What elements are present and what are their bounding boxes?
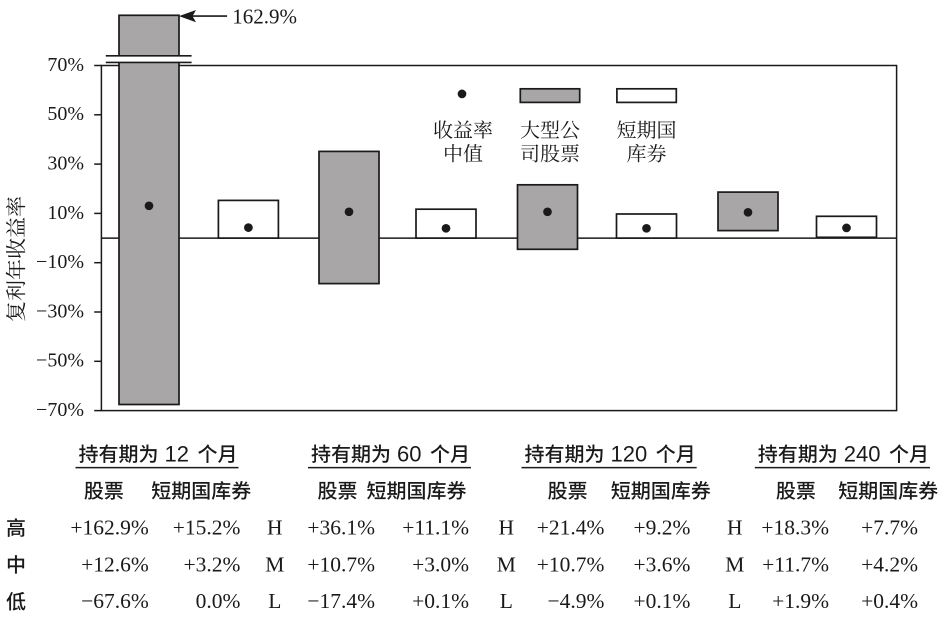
- svg-text:30%: 30%: [47, 153, 84, 175]
- svg-text:+1.9%: +1.9%: [772, 589, 829, 613]
- svg-text:240: 240: [844, 441, 881, 466]
- svg-text:+10.7%: +10.7%: [307, 552, 375, 576]
- svg-text:+162.9%: +162.9%: [70, 516, 149, 540]
- svg-text:162.9%: 162.9%: [232, 5, 297, 29]
- svg-text:+36.1%: +36.1%: [307, 516, 375, 540]
- svg-text:12: 12: [165, 441, 189, 466]
- svg-text:+3.0%: +3.0%: [412, 552, 469, 576]
- svg-text:+21.4%: +21.4%: [537, 516, 605, 540]
- svg-text:H: H: [267, 516, 283, 540]
- svg-text:L: L: [500, 589, 513, 613]
- svg-text:+4.2%: +4.2%: [861, 552, 918, 576]
- svg-text:+9.2%: +9.2%: [633, 516, 690, 540]
- svg-text:−30%: −30%: [36, 300, 84, 322]
- svg-text:+12.6%: +12.6%: [81, 552, 149, 576]
- svg-text:−50%: −50%: [36, 350, 84, 372]
- svg-text:+7.7%: +7.7%: [861, 516, 918, 540]
- svg-text:−4.9%: −4.9%: [547, 589, 604, 613]
- svg-text:0.0%: 0.0%: [196, 589, 241, 613]
- svg-text:M: M: [265, 552, 284, 576]
- svg-text:−17.4%: −17.4%: [307, 589, 375, 613]
- svg-text:H: H: [499, 516, 515, 540]
- svg-text:50%: 50%: [47, 103, 84, 125]
- svg-text:+10.7%: +10.7%: [537, 552, 605, 576]
- svg-text:60: 60: [397, 441, 421, 466]
- svg-text:−67.6%: −67.6%: [81, 589, 149, 613]
- svg-text:+18.3%: +18.3%: [761, 516, 829, 540]
- svg-text:+0.1%: +0.1%: [412, 589, 469, 613]
- svg-text:+3.6%: +3.6%: [633, 552, 690, 576]
- svg-text:M: M: [497, 552, 516, 576]
- svg-text:70%: 70%: [47, 54, 84, 76]
- svg-text:+11.1%: +11.1%: [402, 516, 469, 540]
- svg-text:M: M: [725, 552, 744, 576]
- svg-text:10%: 10%: [47, 202, 84, 224]
- svg-text:H: H: [727, 516, 743, 540]
- svg-text:+3.2%: +3.2%: [183, 552, 240, 576]
- svg-text:−70%: −70%: [36, 399, 84, 421]
- svg-text:−10%: −10%: [36, 251, 84, 273]
- svg-text:+11.7%: +11.7%: [762, 552, 829, 576]
- svg-text:120: 120: [611, 441, 648, 466]
- svg-text:L: L: [268, 589, 281, 613]
- svg-text:+0.4%: +0.4%: [861, 589, 918, 613]
- svg-text:+0.1%: +0.1%: [633, 589, 690, 613]
- svg-text:+15.2%: +15.2%: [173, 516, 241, 540]
- svg-text:L: L: [728, 589, 741, 613]
